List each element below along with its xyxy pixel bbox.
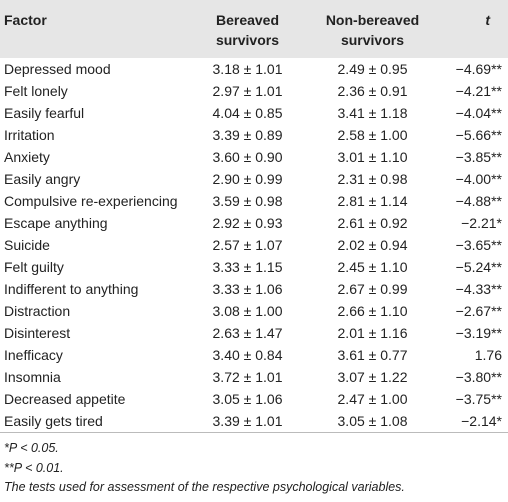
- factor-cell: Insomnia: [4, 369, 61, 385]
- column-header: Non-bereaved survivors: [305, 0, 440, 58]
- value-cell: −2.21*: [461, 215, 502, 231]
- value-cell: −4.21**: [455, 83, 502, 99]
- table-row: Easily angry 2.90 ± 0.99 2.31 ± 0.98 −4.00*…: [0, 168, 508, 190]
- value-cell: −4.33**: [455, 281, 502, 297]
- value-cell: 2.92 ± 0.93: [212, 215, 283, 231]
- footnote: *P < 0.05.: [4, 441, 59, 455]
- factor-cell: Suicide: [4, 237, 50, 253]
- value-cell: 3.05 ± 1.08: [305, 410, 440, 433]
- table-row: Escape anything 2.92 ± 0.93 2.61 ± 0.92 −2.…: [0, 212, 508, 234]
- column-header: Factor: [0, 0, 190, 58]
- value-cell: 3.72 ± 1.01: [212, 369, 283, 385]
- factor-cell: Irritation: [4, 127, 55, 143]
- value-cell: 3.07 ± 1.22: [337, 369, 408, 385]
- table-row: Irritation 3.39 ± 0.89 2.58 ± 1.00 −5.66**: [0, 124, 508, 146]
- value-cell: −3.19**: [455, 325, 502, 341]
- table-row: Suicide 2.57 ± 1.07 2.02 ± 0.94 −3.65**: [0, 234, 508, 256]
- value-cell: 2.49 ± 0.95: [337, 61, 408, 77]
- value-cell: 2.58 ± 1.00: [337, 127, 408, 143]
- value-cell: 3.61 ± 0.77: [337, 347, 408, 363]
- footnotes: *P < 0.05. **P < 0.01. The tests used for …: [0, 433, 508, 498]
- value-cell: 2.31 ± 0.98: [337, 171, 408, 187]
- table-row: Compulsive re-experiencing 3.59 ± 0.98 2.8…: [0, 190, 508, 212]
- factor-cell: Easily gets tired: [0, 410, 190, 433]
- value-cell: 3.40 ± 0.84: [212, 347, 283, 363]
- value-cell: 2.57 ± 1.07: [212, 237, 283, 253]
- value-cell: −4.88**: [455, 193, 502, 209]
- table-row: Felt lonely 2.97 ± 1.01 2.36 ± 0.91 −4.21**: [0, 80, 508, 102]
- factor-cell: Disinterest: [4, 325, 71, 341]
- table-row: Easily gets tired 3.39 ± 1.01 3.05 ± 1.08−…: [0, 410, 508, 433]
- value-cell: 3.18 ± 1.01: [212, 61, 283, 77]
- column-header: Bereaved survivors: [190, 0, 305, 58]
- value-cell: 2.02 ± 0.94: [337, 237, 408, 253]
- factor-cell: Felt lonely: [4, 83, 68, 99]
- value-cell: 3.08 ± 1.00: [212, 303, 283, 319]
- value-cell: 3.39 ± 0.89: [212, 127, 283, 143]
- factor-cell: Felt guilty: [4, 259, 64, 275]
- table-row: Insomnia 3.72 ± 1.01 3.07 ± 1.22 −3.80**: [0, 366, 508, 388]
- table-row: Distraction 3.08 ± 1.00 2.66 ± 1.10 −2.67**: [0, 300, 508, 322]
- factor-cell: Indifferent to anything: [4, 281, 139, 297]
- value-cell: 2.63 ± 1.47: [212, 325, 283, 341]
- table-header: Factor Bereaved survivors Non-bereaved sur…: [0, 0, 508, 58]
- header-row: Factor Bereaved survivors Non-bereaved sur…: [0, 0, 508, 58]
- value-cell: −4.69**: [455, 61, 502, 77]
- value-cell: 3.59 ± 0.98: [212, 193, 283, 209]
- table-row: Anxiety 3.60 ± 0.90 3.01 ± 1.10 −3.85**: [0, 146, 508, 168]
- value-cell: 4.04 ± 0.85: [212, 105, 283, 121]
- table-row: Felt guilty 3.33 ± 1.15 2.45 ± 1.10 −5.24**: [0, 256, 508, 278]
- value-cell: −3.65**: [455, 237, 502, 253]
- table-row: Indifferent to anything 3.33 ± 1.06 2.67 ±…: [0, 278, 508, 300]
- footnote: **P < 0.01.: [4, 460, 64, 475]
- value-cell: −4.04**: [455, 105, 502, 121]
- factor-cell: Easily fearful: [4, 105, 85, 121]
- factor-cell: Easily angry: [4, 171, 81, 187]
- value-cell: 2.01 ± 1.16: [337, 325, 408, 341]
- value-cell: 3.41 ± 1.18: [337, 105, 408, 121]
- value-cell: −2.67**: [455, 303, 502, 319]
- value-cell: 1.76: [474, 347, 502, 363]
- value-cell: 3.05 ± 1.06: [212, 391, 283, 407]
- value-cell: −3.85**: [455, 149, 502, 165]
- value-cell: 2.36 ± 0.91: [337, 83, 408, 99]
- value-cell: 2.90 ± 0.99: [212, 171, 283, 187]
- footnote: The tests used for assessment of the res…: [4, 480, 405, 494]
- value-cell: 2.45 ± 1.10: [337, 259, 408, 275]
- value-cell: −5.24**: [455, 259, 502, 275]
- table-row: Inefficacy 3.40 ± 0.84 3.61 ± 0.77 1.76: [0, 344, 508, 366]
- table-row: Depressed mood 3.18 ± 1.01 2.49 ± 0.95 −4.6…: [0, 58, 508, 80]
- table-row: Disinterest 2.63 ± 1.47 2.01 ± 1.16 −3.19**: [0, 322, 508, 344]
- value-cell: −4.00**: [455, 171, 502, 187]
- value-cell: 3.39 ± 1.01: [190, 410, 305, 433]
- factor-cell: Anxiety: [4, 149, 50, 165]
- value-cell: 2.67 ± 0.99: [337, 281, 408, 297]
- value-cell: 3.33 ± 1.15: [212, 259, 283, 275]
- value-cell: 3.01 ± 1.10: [337, 149, 408, 165]
- value-cell: 2.97 ± 1.01: [212, 83, 283, 99]
- value-cell: 2.47 ± 1.00: [337, 391, 408, 407]
- value-cell: 2.66 ± 1.10: [337, 303, 408, 319]
- factor-cell: Depressed mood: [4, 61, 111, 77]
- value-cell: 3.60 ± 0.90: [212, 149, 283, 165]
- factor-cell: Distraction: [4, 303, 71, 319]
- value-cell: 3.33 ± 1.06: [212, 281, 283, 297]
- value-cell: −2.14*: [440, 410, 508, 433]
- table-body: Depressed mood 3.18 ± 1.01 2.49 ± 0.95 −4.6…: [0, 58, 508, 433]
- table-row: Easily fearful 4.04 ± 0.85 3.41 ± 1.18 −4.0…: [0, 102, 508, 124]
- value-cell: −5.66**: [455, 127, 502, 143]
- factor-cell: Escape anything: [4, 215, 108, 231]
- value-cell: −3.75**: [455, 391, 502, 407]
- factor-cell: Compulsive re-experiencing: [4, 193, 178, 209]
- value-cell: 2.81 ± 1.14: [337, 193, 408, 209]
- value-cell: −3.80**: [455, 369, 502, 385]
- value-cell: 2.61 ± 0.92: [337, 215, 408, 231]
- data-table: Factor Bereaved survivors Non-bereaved sur…: [0, 0, 508, 433]
- factor-cell: Inefficacy: [4, 347, 63, 363]
- table-row: Decreased appetite 3.05 ± 1.06 2.47 ± 1.00…: [0, 388, 508, 410]
- column-header: t: [440, 0, 508, 58]
- factor-cell: Decreased appetite: [4, 391, 126, 407]
